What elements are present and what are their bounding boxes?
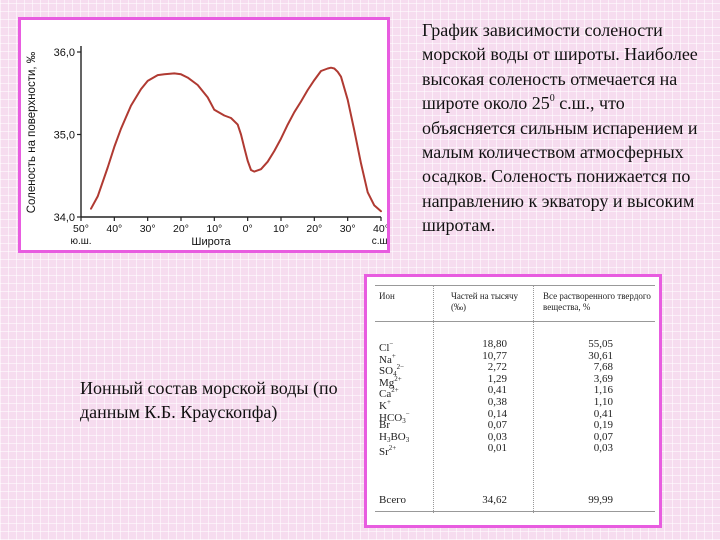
y-tick-label: 35,0 [54,130,75,142]
x-tick-label: 40° [106,223,122,235]
ion-symbol: HCO3− [379,409,410,425]
header-percent-of-solids: Все растворенного твердого вещества, % [543,291,651,312]
table-column-divider [433,285,435,513]
x-tick-label: 20° [306,223,322,235]
ion-symbol: Na+ [379,351,396,366]
ion-composition-table: Ион Частей на тысячу (‰) Все растворенно… [367,277,659,525]
chart-description: График зависимости солености морской вод… [422,18,712,238]
x-tick-label: 0° [243,223,253,235]
parts-per-thousand-value: 0,07 [487,419,507,432]
percent-value: 1,10 [593,396,613,408]
x-tick-label: 40° [373,223,387,235]
ion-symbol: H3BO3 [379,430,410,444]
table-column-divider [533,285,535,513]
percent-value: 3,69 [593,372,613,385]
parts-per-thousand-value: 18,80 [482,338,507,350]
x-end-label-south: ю.ш. [70,236,91,247]
x-tick-label: 10° [206,223,222,235]
ion-symbol: Mg2+ [379,374,402,389]
y-tick-label: 34,0 [54,212,75,224]
header-ion: Ион [379,291,395,301]
table-header-rule [375,321,655,322]
x-tick-label: 10° [273,223,289,235]
y-axis-title: Соленость на поверхности, ‰ [26,51,38,213]
description-text-part1: График зависимости солености морской вод… [422,20,698,114]
x-tick-label: 30° [140,223,156,235]
parts-per-thousand-value: 2,72 [487,361,507,374]
parts-per-thousand-value: 0,01 [487,442,507,455]
total-percent-value: 99,99 [588,494,613,506]
salinity-chart: 34,0 35,0 36,0 50° 40° 30° 20° 10° 0° 10° 20° 30° 40… [26,46,387,248]
percent-value: 55,05 [588,338,613,350]
x-end-label-north: с.ш. [372,236,387,247]
ion-table-panel: Ион Частей на тысячу (‰) Все растворенно… [364,274,662,528]
parts-per-thousand-value: 0,03 [487,430,507,443]
salinity-curve [90,66,382,213]
percent-value: 0,03 [593,442,613,455]
percent-value: 0,07 [593,430,613,443]
table-top-rule [375,285,655,286]
table-bottom-rule [375,511,655,512]
ion-symbol: SO42− [379,363,405,379]
total-label: Всего [379,494,406,506]
parts-per-thousand-value: 1,29 [487,372,507,385]
salinity-chart-panel: 34,0 35,0 36,0 50° 40° 30° 20° 10° 0° 10° 20° 30° 40… [18,17,390,253]
x-tick-label: 20° [173,223,189,235]
percent-value: 0,41 [593,407,613,420]
percent-value: 30,61 [588,349,613,362]
percent-value: 7,68 [593,361,613,374]
header-parts-per-thousand: Частей на тысячу (‰) [451,291,519,312]
y-tick-label: 36,0 [54,47,75,59]
x-tick-label: 30° [340,223,356,235]
description-text-part2: с.ш., что объясняется сильным испарением… [422,93,698,236]
ion-symbol: Br [379,419,390,432]
parts-per-thousand-value: 10,77 [482,349,507,362]
percent-value: 0,19 [593,419,613,432]
ion-symbol: K+ [379,398,391,412]
x-axis-title: Широта [191,236,231,248]
description-superscript: 0 [549,93,555,105]
ion-symbol: Sr2+ [379,444,397,459]
parts-per-thousand-value: 0,14 [487,407,507,420]
parts-per-thousand-value: 0,38 [487,396,507,408]
total-parts-value: 34,62 [482,494,507,506]
ion-symbol: Cl− [379,340,394,354]
parts-per-thousand-value: 0,41 [487,384,507,397]
x-tick-label: 50° [73,223,89,235]
table-caption: Ионный состав морской воды (по данным К.… [80,378,338,422]
percent-value: 1,16 [593,384,613,397]
ion-symbol: Ca2+ [379,386,399,401]
